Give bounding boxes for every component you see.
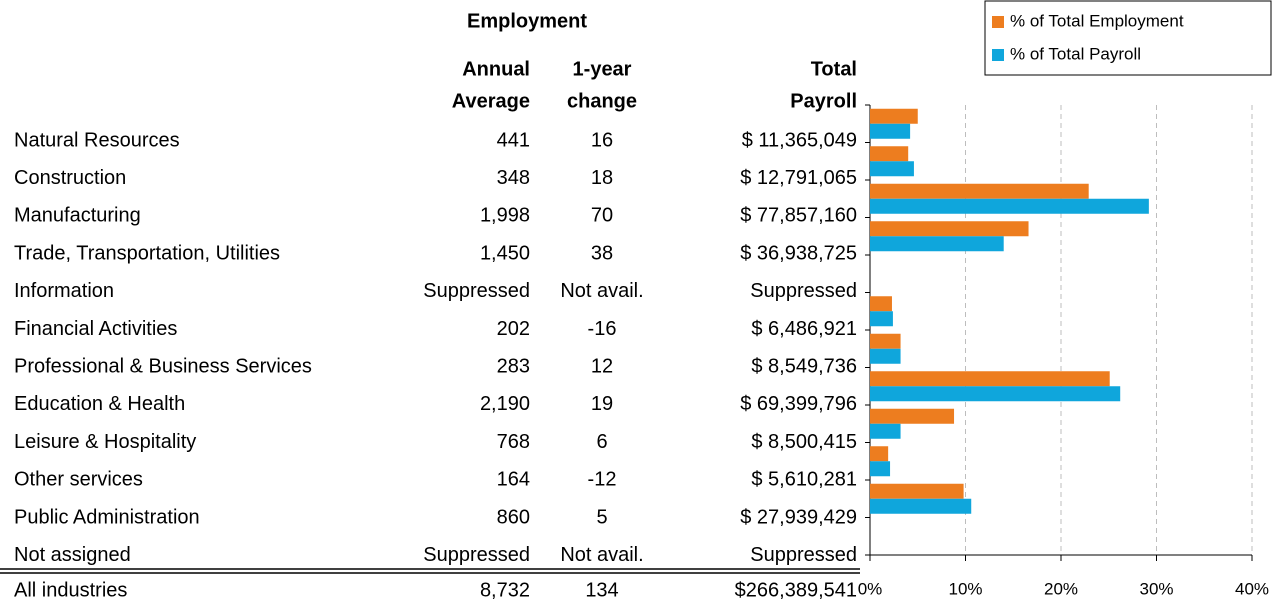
bar xyxy=(870,296,892,312)
column-header: Average xyxy=(452,90,530,112)
bar xyxy=(870,236,1004,252)
total-cell: 8,732 xyxy=(480,579,530,601)
cell: $ 12,791,065 xyxy=(740,167,857,189)
x-tick-label: 40% xyxy=(1235,579,1269,598)
bar xyxy=(870,198,1149,214)
cell: 19 xyxy=(591,393,613,415)
cell: $ 5,610,281 xyxy=(751,469,857,491)
group-header: Employment xyxy=(467,10,587,32)
column-header: Total xyxy=(811,58,857,80)
cell: 164 xyxy=(497,469,530,491)
cell: Suppressed xyxy=(423,544,530,566)
bar xyxy=(870,333,901,349)
row-label: Financial Activities xyxy=(14,318,177,340)
cell: $ 27,939,429 xyxy=(740,506,857,528)
row-label: Education & Health xyxy=(14,393,185,415)
bar xyxy=(870,461,891,477)
row-label: Natural Resources xyxy=(14,129,180,151)
x-tick-label: 10% xyxy=(948,579,982,598)
row-label: Trade, Transportation, Utilities xyxy=(14,242,280,264)
row-label: Not assigned xyxy=(14,544,131,566)
row-label: Information xyxy=(14,280,114,302)
total-cell: $266,389,541 xyxy=(735,579,857,601)
cell: $ 36,938,725 xyxy=(740,242,857,264)
cell: 16 xyxy=(591,129,613,151)
legend-box xyxy=(984,0,1272,76)
cell: $ 6,486,921 xyxy=(751,318,857,340)
cell: Suppressed xyxy=(423,280,530,302)
cell: 441 xyxy=(497,129,530,151)
cell: -16 xyxy=(588,318,617,340)
bar xyxy=(870,108,918,124)
row-label: Manufacturing xyxy=(14,205,141,227)
cell: 1,998 xyxy=(480,205,530,227)
column-header: 1-year xyxy=(573,58,632,80)
x-tick-label: 0% xyxy=(858,579,883,598)
cell: 860 xyxy=(497,506,530,528)
legend-swatch xyxy=(992,49,1004,61)
cell: 38 xyxy=(591,242,613,264)
x-tick-label: 20% xyxy=(1044,579,1078,598)
bar xyxy=(870,311,893,327)
bar xyxy=(870,371,1110,387)
bar xyxy=(870,348,901,364)
cell: 348 xyxy=(497,167,530,189)
cell: 768 xyxy=(497,431,530,453)
legend-swatch xyxy=(992,16,1004,28)
cell: Not avail. xyxy=(560,544,643,566)
column-header: change xyxy=(567,90,637,112)
total-cell: 134 xyxy=(585,579,618,601)
cell: 12 xyxy=(591,355,613,377)
cell: -12 xyxy=(588,469,617,491)
cell: Not avail. xyxy=(560,280,643,302)
cell: 70 xyxy=(591,205,613,227)
row-label: Construction xyxy=(14,167,126,189)
total-label: All industries xyxy=(14,579,127,601)
cell: 283 xyxy=(497,355,530,377)
bar xyxy=(870,446,889,462)
bar xyxy=(870,408,955,424)
legend-label: % of Total Payroll xyxy=(1010,44,1141,63)
bar xyxy=(870,483,964,499)
cell: 18 xyxy=(591,167,613,189)
row-label: Public Administration xyxy=(14,506,200,528)
cell: 1,450 xyxy=(480,242,530,264)
bar xyxy=(870,221,1029,237)
row-label: Other services xyxy=(14,469,143,491)
cell: 202 xyxy=(497,318,530,340)
cell: $ 77,857,160 xyxy=(740,205,857,227)
bar xyxy=(870,183,1089,199)
cell: $ 8,500,415 xyxy=(751,431,857,453)
cell: Suppressed xyxy=(750,280,857,302)
bar xyxy=(870,498,972,514)
row-label: Leisure & Hospitality xyxy=(14,431,196,453)
bar xyxy=(870,161,914,177)
x-tick-label: 30% xyxy=(1139,579,1173,598)
cell: 2,190 xyxy=(480,393,530,415)
bar xyxy=(870,386,1121,402)
bar xyxy=(870,123,911,139)
column-header: Annual xyxy=(462,58,530,80)
cell: 5 xyxy=(596,506,607,528)
cell: $ 8,549,736 xyxy=(751,355,857,377)
cell: 6 xyxy=(596,431,607,453)
column-header: Payroll xyxy=(790,90,857,112)
bar xyxy=(870,423,901,439)
cell: $ 69,399,796 xyxy=(740,393,857,415)
legend-label: % of Total Employment xyxy=(1010,11,1184,30)
cell: Suppressed xyxy=(750,544,857,566)
bar xyxy=(870,146,909,162)
row-label: Professional & Business Services xyxy=(14,355,312,377)
cell: $ 11,365,049 xyxy=(742,129,857,151)
